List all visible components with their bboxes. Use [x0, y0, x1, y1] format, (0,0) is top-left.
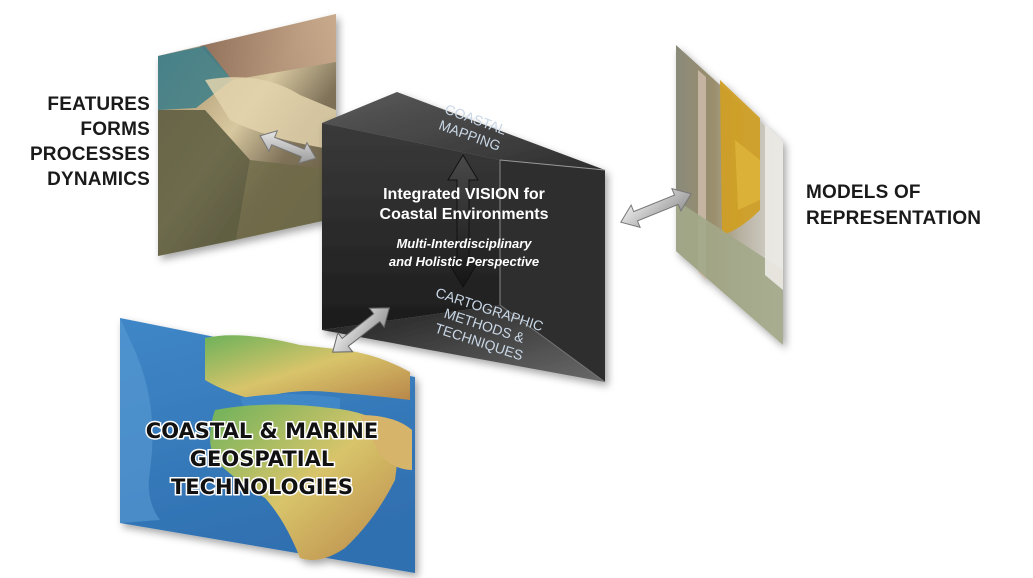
label-processes: PROCESSES	[29, 144, 150, 165]
label-dynamics: DYNAMICS	[47, 169, 150, 190]
map-text: COASTAL & MARINE GEOSPATIAL TECHNOLOGIES	[144, 418, 379, 501]
aerial-photo-panel	[676, 45, 783, 345]
map-text-line-1: COASTAL & MARINE	[146, 419, 378, 443]
prism-front-text: Integrated VISION for Coastal Environmen…	[380, 186, 549, 269]
prism-front-title-1: Integrated VISION for	[383, 186, 545, 203]
map-text-line-2: GEOSPATIAL	[190, 447, 334, 471]
prism-front-subtitle-2: and Holistic Perspective	[389, 254, 539, 269]
world-map-panel	[120, 318, 415, 573]
prism-front-subtitle-1: Multi-Interdisciplinary	[396, 236, 532, 251]
right-label: MODELS OF REPRESENTATION	[806, 180, 1033, 232]
coastal-photo-panel	[158, 14, 336, 256]
arrow-photo-to-prism	[259, 130, 317, 164]
prism-bottom-face	[322, 305, 605, 382]
prism-vertical-arrow	[447, 154, 479, 288]
label-forms: FORMS	[80, 119, 150, 140]
label-representation: REPRESENTATION	[806, 208, 982, 229]
label-models-of: MODELS OF	[806, 182, 921, 203]
prism-front-title-2: Coastal Environments	[380, 206, 549, 223]
arrow-map-to-prism	[331, 307, 391, 353]
prism-right-face	[500, 160, 605, 382]
prism-top-face	[322, 92, 605, 170]
map-text-line-3: TECHNOLOGIES	[171, 475, 353, 499]
left-label: FEATURES FORMS PROCESSES DYNAMICS	[10, 92, 150, 192]
arrow-prism-to-aerial	[619, 187, 693, 229]
label-features: FEATURES	[47, 94, 150, 115]
